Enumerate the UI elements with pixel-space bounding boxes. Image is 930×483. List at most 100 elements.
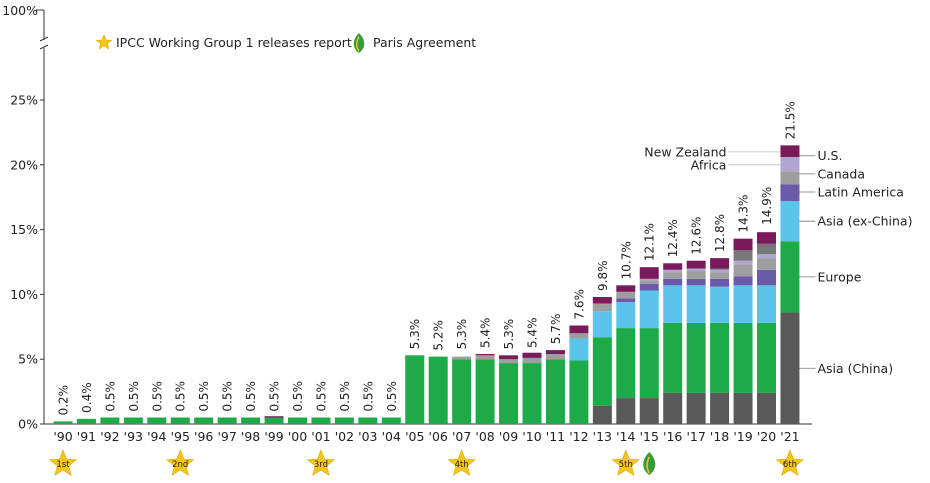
total-label: 12.1% <box>643 223 657 261</box>
bar-segment <box>639 280 659 285</box>
star-icon <box>447 449 476 476</box>
bar-segment <box>241 417 261 424</box>
bar-segment <box>499 363 519 424</box>
ipcc-report-label: 5th <box>619 460 633 470</box>
bar-stack <box>663 263 683 424</box>
leaf-icon <box>643 452 656 475</box>
bar-segment <box>475 355 495 360</box>
bar-stack <box>616 285 636 424</box>
bar-segment <box>733 322 753 393</box>
bar-segment <box>334 417 354 424</box>
bar-segment <box>100 417 120 424</box>
axis-break-mark <box>39 36 49 42</box>
total-label: 9.8% <box>596 260 610 291</box>
bar-stack <box>452 356 472 424</box>
bar-segment <box>475 354 495 356</box>
star-icon <box>166 449 195 476</box>
total-label: 0.5% <box>385 381 399 412</box>
y-tick-label: 0% <box>18 417 38 432</box>
bar-segment <box>686 260 706 269</box>
bar-segment <box>123 417 143 424</box>
region-label: Canada <box>817 166 865 181</box>
region-label: Asia (ex-China) <box>817 214 912 229</box>
bar-stack <box>311 417 331 424</box>
x-tick-label: '11 <box>546 429 565 444</box>
bar-segment <box>217 417 237 424</box>
bar-stack <box>288 417 307 424</box>
bar-segment <box>757 392 776 424</box>
bar-segment <box>780 157 800 172</box>
bar-segment <box>663 263 683 270</box>
bar-segment <box>639 290 659 329</box>
bar-stack <box>499 355 519 424</box>
bar-stack <box>475 354 495 424</box>
bar-segment <box>616 302 636 329</box>
x-tick-label: '12 <box>569 429 588 444</box>
bar-stack <box>569 325 589 424</box>
bar-stack <box>710 258 730 424</box>
bars <box>53 145 800 424</box>
bar-segment <box>592 303 612 312</box>
total-label: 0.4% <box>80 382 94 413</box>
x-tick-label: '97 <box>217 429 236 444</box>
bar-segment <box>710 258 730 269</box>
bar-segment <box>710 322 730 393</box>
bar-stack <box>639 267 659 424</box>
total-label: 0.5% <box>197 381 211 412</box>
x-tick-label: '98 <box>241 429 260 444</box>
bar-segment <box>733 264 753 277</box>
x-tick-label: '94 <box>147 429 166 444</box>
total-label: 21.5% <box>783 101 797 139</box>
bar-segment <box>194 417 214 424</box>
x-tick-label: '08 <box>475 429 494 444</box>
leaf-vein <box>356 36 360 52</box>
bar-segment <box>733 238 753 251</box>
bar-segment <box>686 268 706 272</box>
bar-segment <box>522 352 542 358</box>
bar-stack <box>428 356 448 424</box>
total-label: 0.5% <box>150 381 164 412</box>
bar-stack <box>100 417 120 424</box>
star-icon <box>48 449 78 476</box>
bar-segment <box>452 356 472 360</box>
bar-segment <box>639 328 659 399</box>
y-tick-label: 5% <box>18 352 38 367</box>
bar-segment <box>757 258 776 270</box>
bar-segment <box>616 298 636 303</box>
x-tick-label: '16 <box>663 429 682 444</box>
bar-segment <box>780 201 800 242</box>
bar-segment <box>780 145 800 158</box>
bar-segment <box>592 337 612 406</box>
bar-stack <box>733 238 753 424</box>
bar-segment <box>264 416 284 418</box>
bar-segment <box>311 417 331 424</box>
bar-stack <box>241 417 261 424</box>
bar-segment <box>428 356 448 424</box>
total-label: 5.3% <box>408 319 422 350</box>
ipcc-report-label: 1st <box>56 460 70 470</box>
x-tick-label: '05 <box>405 429 424 444</box>
bar-segment <box>733 250 753 261</box>
bar-segment <box>545 350 565 355</box>
bar-segment <box>475 359 495 424</box>
total-label: 12.4% <box>666 219 680 257</box>
bar-segment <box>170 417 190 424</box>
total-label: 0.5% <box>338 381 352 412</box>
y-axis: 100% <box>2 3 49 424</box>
y-tick-label: 20% <box>10 157 38 172</box>
ipcc-report-label: 2nd <box>172 460 188 470</box>
bar-segment <box>616 328 636 399</box>
x-tick-label: '18 <box>710 429 729 444</box>
bar-stack <box>405 355 425 424</box>
bar-segment <box>686 271 706 279</box>
total-label: 0.2% <box>57 385 71 416</box>
bar-stack <box>686 260 706 424</box>
x-tick-label: '06 <box>429 429 448 444</box>
bar-segment <box>76 418 96 424</box>
bar-segment <box>639 284 659 291</box>
total-label: 5.3% <box>502 319 516 350</box>
region-label: New Zealand <box>644 144 726 159</box>
bar-segment <box>663 322 683 393</box>
bar-segment <box>592 311 612 338</box>
region-label: U.S. <box>817 148 842 163</box>
